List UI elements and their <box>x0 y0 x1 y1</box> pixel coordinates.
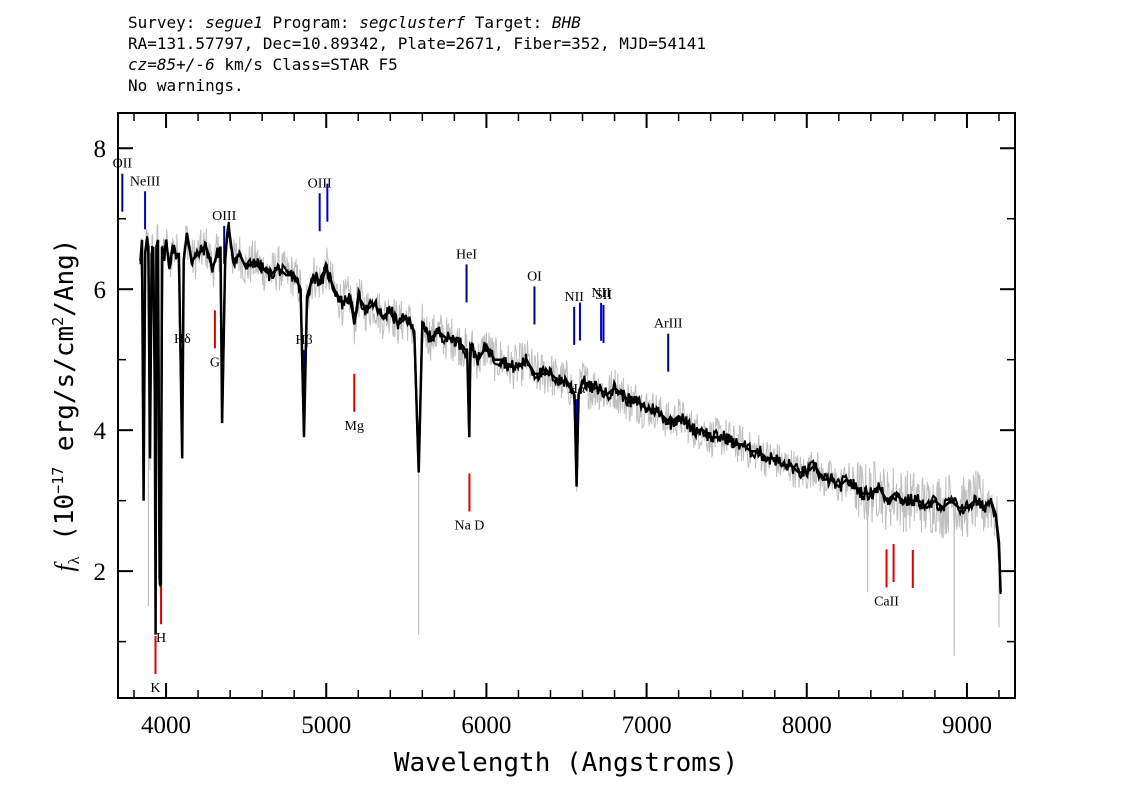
absorption-line-label: Mg <box>345 419 364 434</box>
spectral-line-labels: OIINeIIIHδOIIIHβOIIIHeIOINIIHαNIISIIArII… <box>113 157 900 696</box>
emission-line-label: OIII <box>212 209 236 224</box>
smoothed-flux-line <box>139 221 1002 595</box>
program-label: Program: <box>262 13 360 32</box>
header-line-warnings: No warnings. <box>128 76 244 95</box>
y-tick-label: 4 <box>94 418 107 445</box>
program-value: segclusterf <box>359 13 466 32</box>
emission-line-label: HeI <box>456 247 477 262</box>
header-line-coordinates: RA=131.57797, Dec=10.89342, Plate=2671, … <box>128 34 706 53</box>
x-axis-title: Wavelength (Angstroms) <box>394 748 738 778</box>
emission-line-label: OIII <box>308 176 332 191</box>
y-axis-title: fλ (10−17 erg/s/cm2/Ang) <box>49 239 83 572</box>
header-line-survey: Survey: segue1 Program: segclusterf Targ… <box>128 12 1028 33</box>
y-axis-title-exp1: −17 <box>49 467 67 494</box>
emission-line-label: SII <box>595 288 612 303</box>
y-axis-title-f: f <box>50 560 79 571</box>
redshift-value: cz=85+/-6 <box>128 55 215 74</box>
smoothed-flux-envelope <box>139 225 1002 635</box>
y-tick-label: 6 <box>94 277 107 304</box>
class-value: km/s Class=STAR F5 <box>214 55 398 74</box>
absorption-line-label: G <box>210 355 220 370</box>
spectrum-header: Survey: segue1 Program: segclusterf Targ… <box>128 12 1028 96</box>
x-tick-label: 8000 <box>782 712 832 739</box>
survey-label: Survey: <box>128 13 206 32</box>
y-tick-label: 2 <box>94 559 107 586</box>
emission-line-label: OI <box>527 269 542 284</box>
absorption-line-label: K <box>150 681 160 696</box>
x-tick-label: 7000 <box>622 712 672 739</box>
plot-frame <box>117 112 1016 699</box>
axes: 4000 5000 6000 7000 8000 9000 2 4 6 8 <box>94 113 1015 739</box>
y-axis-title-mid: erg/s/cm <box>50 326 80 467</box>
emission-line-label: Hβ <box>295 333 312 348</box>
y-axis-title-pre: (10 <box>50 494 80 557</box>
raw-flux-line <box>139 223 1001 601</box>
emission-line-label: Hδ <box>174 332 191 347</box>
survey-value: segue1 <box>205 13 263 32</box>
x-tick-label: 4000 <box>141 712 191 739</box>
x-tick-label: 6000 <box>461 712 511 739</box>
x-tick-label: 5000 <box>301 712 351 739</box>
emission-line-label: NII <box>564 290 584 305</box>
target-label: Target: <box>465 13 552 32</box>
y-axis-title-exp2: 2 <box>49 317 67 326</box>
y-axis-title-sub: λ <box>66 556 83 564</box>
emission-line-label: Hα <box>568 382 586 397</box>
absorption-line-label: H <box>156 631 166 646</box>
y-tick-label: 8 <box>94 136 107 163</box>
emission-line-label: NeIII <box>130 174 161 189</box>
spectral-line-markers <box>121 173 914 674</box>
absorption-line-label: Na D <box>454 518 484 533</box>
header-line-redshift: cz=85+/-6 km/s Class=STAR F5 <box>128 54 1028 75</box>
absorption-line-label: CaII <box>874 594 899 609</box>
emission-line-label: OII <box>113 157 133 172</box>
y-axis-title-post: /Ang) <box>50 239 80 317</box>
smoothed-flux-layer <box>139 221 1002 635</box>
target-value: BHB <box>551 13 581 32</box>
emission-line-label: NII <box>591 286 611 301</box>
emission-line-label: ArIII <box>654 317 683 332</box>
x-tick-label: 9000 <box>942 712 992 739</box>
